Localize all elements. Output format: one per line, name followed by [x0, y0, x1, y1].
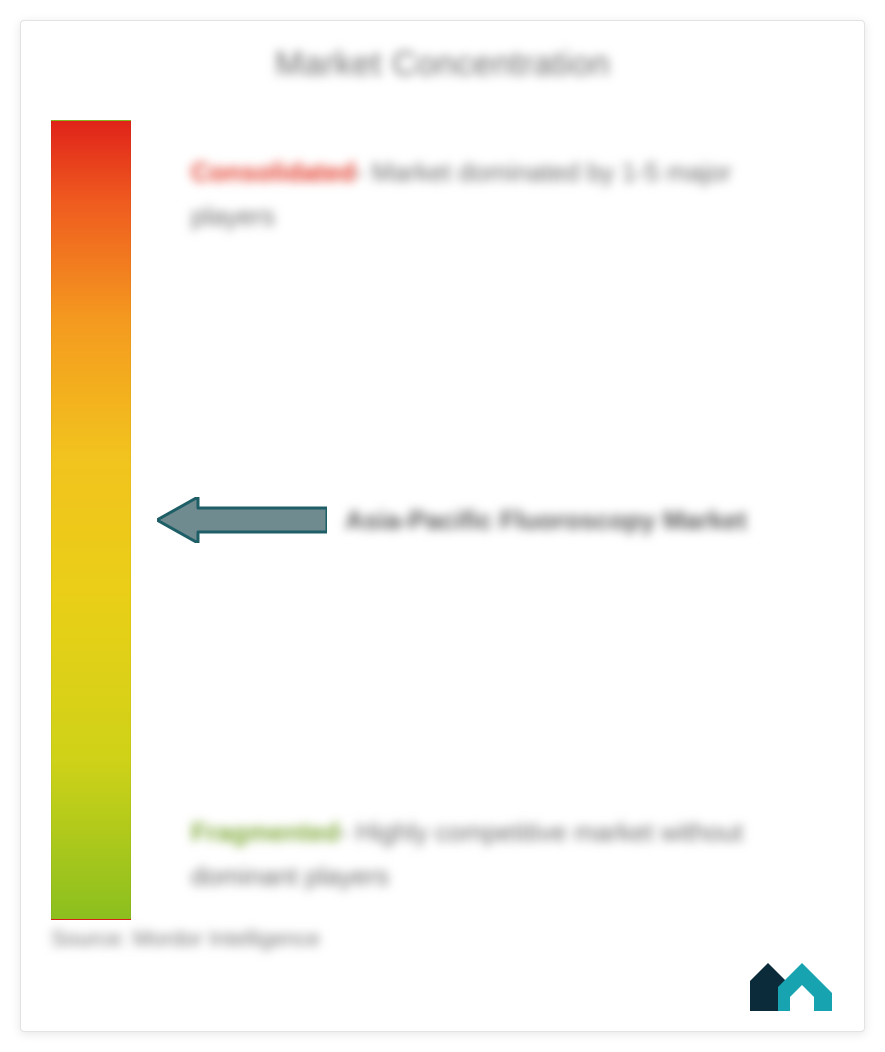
title: Market Concentration	[51, 45, 834, 84]
infographic-card: Market Concentration Consolidated- Marke…	[20, 20, 865, 1032]
content-area: Consolidated- Market dominated by 1-5 ma…	[51, 120, 834, 950]
consolidated-label: Consolidated	[191, 157, 356, 187]
brand-logo-icon	[748, 957, 834, 1013]
fragmented-description: Fragmented- Highly competitive market wi…	[191, 810, 814, 898]
consolidated-description: Consolidated- Market dominated by 1-5 ma…	[191, 150, 814, 238]
pointer-label: Asia-Pacific Fluoroscopy Market	[345, 505, 747, 536]
fragmented-label: Fragmented	[191, 817, 340, 847]
pointer-arrow-icon	[157, 497, 327, 543]
source-text: Source: Mordor Intelligence	[51, 926, 320, 952]
concentration-scale	[51, 120, 131, 920]
pointer-row: Asia-Pacific Fluoroscopy Market	[157, 497, 747, 543]
